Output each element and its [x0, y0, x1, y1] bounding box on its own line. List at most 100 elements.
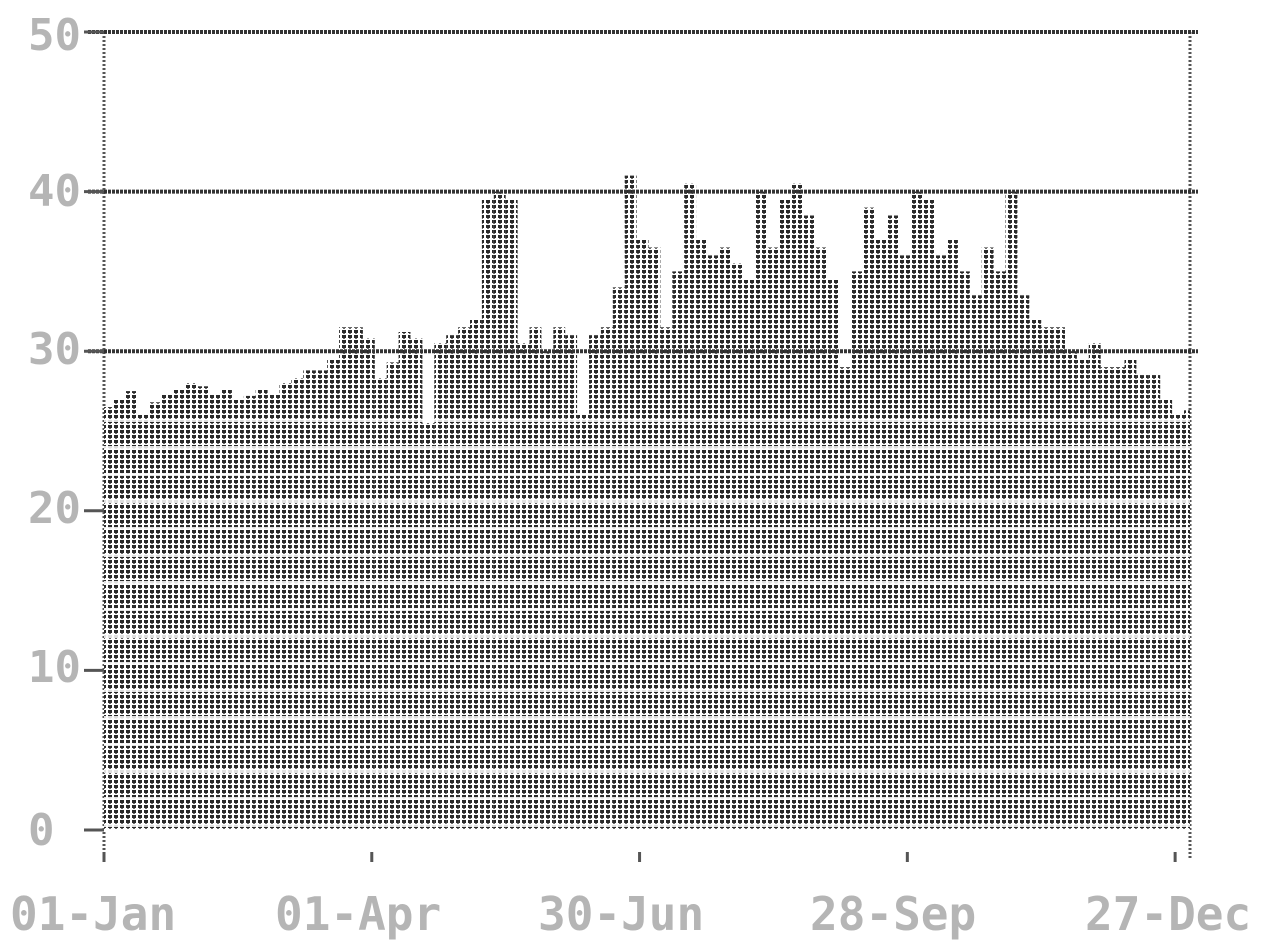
bar [493, 191, 506, 831]
bar [850, 271, 863, 830]
bar [112, 399, 125, 830]
reference-lines [88, 30, 1198, 354]
bar [1017, 295, 1030, 830]
bar [184, 383, 197, 830]
x-tick-label-28-sep: 28-Sep [810, 887, 976, 941]
bar [208, 394, 220, 830]
bar [1148, 375, 1161, 830]
bar [386, 362, 399, 830]
bar [767, 247, 780, 830]
bar [1005, 191, 1018, 831]
bar [481, 199, 494, 831]
bar [1053, 327, 1065, 830]
bar [1160, 399, 1173, 830]
bar [838, 367, 851, 830]
print-band-gap [104, 689, 1190, 692]
print-band-gap [104, 662, 1190, 665]
bar [731, 263, 744, 830]
x-tick-label-30-jun: 30-Jun [538, 887, 704, 941]
bar [351, 327, 363, 830]
print-band-gap [104, 608, 1190, 611]
bar [1029, 319, 1042, 830]
x-axis-ticks [102, 852, 1177, 862]
print-band-gap [104, 716, 1190, 719]
bar [553, 327, 566, 830]
y-tick-label-0: 0 [28, 805, 55, 856]
print-band-gap [104, 500, 1190, 503]
bar [541, 351, 554, 830]
bar [993, 271, 1006, 830]
bar [374, 378, 387, 830]
bar [291, 378, 304, 830]
bar [1088, 343, 1101, 830]
print-band-gap [104, 446, 1190, 449]
bar [1112, 367, 1125, 830]
y-tick-label-50: 50 [28, 10, 81, 61]
bar [922, 199, 935, 831]
print-band-gap [104, 824, 1190, 827]
bar [815, 247, 827, 830]
bar [422, 423, 435, 830]
bar [231, 399, 244, 830]
bar [969, 295, 982, 830]
x-tick-label-01-apr: 01-Apr [275, 887, 441, 941]
y-tick-label-10: 10 [28, 642, 81, 693]
print-band-gap [104, 581, 1190, 584]
bar [160, 394, 173, 830]
bar [708, 255, 720, 830]
bar [470, 319, 482, 830]
bar [279, 383, 292, 830]
bar [505, 199, 518, 831]
bar [267, 394, 280, 830]
bar [434, 343, 447, 830]
print-band-gap [104, 770, 1190, 773]
bar [755, 191, 768, 831]
print-band-gap [104, 743, 1190, 746]
x-tick-label-27-dec: 27-Dec [1085, 887, 1251, 941]
bar [957, 271, 970, 830]
bar [1076, 359, 1089, 830]
bar [458, 327, 470, 830]
bar [1065, 351, 1077, 830]
print-band-gap [104, 527, 1190, 530]
y-tick-label-20: 20 [28, 483, 81, 534]
bar [672, 271, 685, 830]
y-tick-label-40: 40 [28, 166, 81, 217]
y-tick-label-30: 30 [28, 324, 81, 375]
bar [1136, 375, 1149, 830]
print-band-gap [104, 473, 1190, 476]
bar [529, 327, 542, 830]
bar [612, 287, 625, 830]
bar [1100, 367, 1113, 830]
bar [1172, 415, 1184, 830]
bar [791, 183, 804, 831]
bar [315, 370, 328, 830]
bar [719, 247, 732, 830]
y-axis-ticks [84, 30, 104, 832]
bar [339, 327, 351, 830]
bar [1184, 410, 1190, 830]
x-axis-labels: 01-Jan 01-Apr 30-Jun 28-Sep 27-Dec [10, 887, 1251, 941]
bar [934, 255, 946, 830]
bar [696, 239, 708, 830]
bar [946, 239, 958, 830]
x-tick-label-01-jan: 01-Jan [10, 887, 176, 941]
print-band-stripes [104, 419, 1190, 827]
bar [898, 255, 911, 830]
bar [862, 207, 875, 831]
print-band-gap [104, 419, 1190, 422]
bar [410, 338, 423, 830]
y-axis-labels: 0 10 20 30 40 50 [28, 10, 81, 856]
bar [136, 415, 149, 830]
bar [684, 183, 697, 831]
bar [104, 407, 113, 830]
bar [886, 215, 899, 830]
bar [600, 327, 613, 830]
bar [148, 402, 161, 830]
bar [577, 415, 589, 830]
print-band-gap [104, 635, 1190, 638]
bar [327, 359, 340, 830]
bar [803, 215, 816, 830]
print-band-gap [104, 797, 1190, 800]
